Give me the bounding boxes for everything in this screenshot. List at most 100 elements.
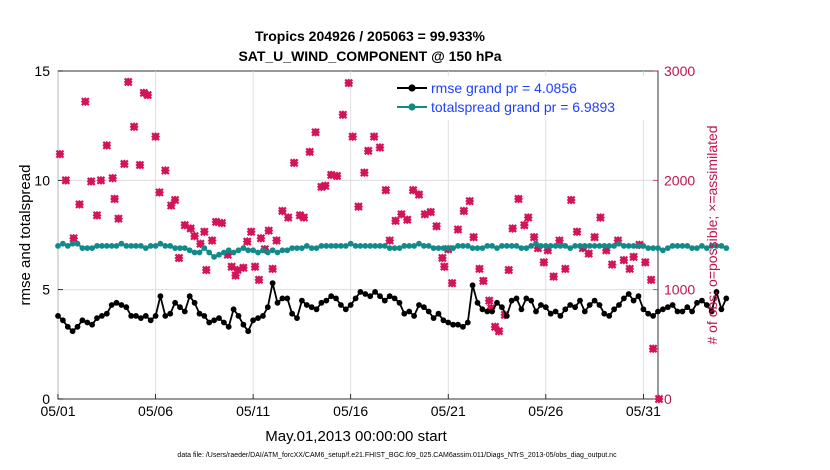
rmse-point: [396, 299, 403, 306]
rmse-point: [279, 295, 286, 302]
totalspread-point: [552, 243, 559, 249]
obs-point: [299, 213, 309, 223]
obs-point: [363, 146, 373, 156]
totalspread-point: [557, 243, 564, 249]
rmse-point: [245, 328, 252, 335]
rmse-point: [128, 313, 135, 319]
totalspread-point: [684, 243, 691, 249]
rmse-point: [294, 315, 300, 321]
rmse-point: [177, 304, 183, 311]
rmse-point: [172, 299, 179, 306]
x-tick-label: 05/11: [236, 403, 270, 419]
totalspread-point: [103, 243, 110, 249]
rmse-point: [152, 313, 159, 319]
obs-point: [289, 158, 299, 168]
rmse-point: [703, 302, 710, 308]
totalspread-point: [713, 243, 720, 249]
totalspread-point: [425, 243, 432, 249]
rmse-point: [430, 315, 437, 321]
obs-point: [474, 264, 484, 274]
obs-point: [320, 181, 330, 191]
obs-point: [186, 223, 196, 233]
obs-point: [459, 206, 469, 216]
obs-point: [447, 278, 457, 288]
obs-point: [277, 206, 287, 216]
y-tick-label: 0: [42, 391, 50, 407]
y2-tick-label: 3000: [664, 63, 695, 79]
obs-point: [508, 223, 518, 233]
rmse-point: [264, 304, 271, 311]
rmse-point: [640, 306, 647, 313]
obs-point: [469, 232, 479, 242]
rmse-point: [440, 317, 447, 324]
obs-point: [391, 216, 401, 226]
totalspread-point: [133, 243, 139, 249]
obs-point: [166, 200, 176, 210]
obs-point: [437, 253, 447, 263]
obs-point: [250, 262, 260, 272]
rmse-point: [625, 291, 632, 297]
rmse-point: [645, 310, 652, 317]
totalspread-point: [533, 240, 539, 247]
rmse-point: [499, 304, 505, 311]
obs-point: [102, 140, 112, 150]
rmse-point: [679, 308, 686, 315]
totalspread-point: [703, 245, 710, 252]
rmse-point: [513, 295, 520, 302]
rmse-point: [616, 302, 622, 308]
x-tick-label: 05/01: [40, 403, 75, 419]
rmse-point: [74, 323, 81, 330]
rmse-point: [523, 295, 530, 302]
totalspread-point: [74, 240, 81, 247]
totalspread-point: [142, 245, 149, 252]
totalspread-point: [460, 243, 466, 249]
footer-data-file: data file: /Users/raeder/DAI/ATM_forcXX/…: [177, 452, 617, 459]
totalspread-point: [572, 243, 578, 249]
obs-point: [504, 265, 514, 275]
totalspread-point: [157, 240, 164, 247]
rmse-point: [216, 315, 222, 321]
grid: [57, 71, 658, 399]
rmse-point: [464, 319, 471, 326]
y-tick-label: 10: [34, 172, 50, 188]
totalspread-point: [542, 243, 549, 249]
obs-point: [55, 149, 65, 159]
rmse-point: [269, 280, 276, 286]
totalspread-point: [718, 243, 725, 249]
rmse-point: [342, 306, 349, 313]
obs-point: [129, 122, 139, 132]
obs-point: [539, 257, 549, 267]
obs-point: [160, 165, 170, 175]
obs-point: [283, 213, 293, 223]
rmse-point: [689, 308, 695, 315]
y-tick-label: 15: [34, 63, 50, 79]
rmse-point: [664, 304, 671, 311]
rmse-point: [630, 297, 637, 304]
y2-tick-label: 0: [664, 391, 672, 407]
totalspread-point: [230, 249, 237, 256]
obs-point: [465, 196, 475, 206]
totalspread-point: [128, 243, 135, 249]
rmse-point: [79, 317, 86, 324]
rmse-point: [186, 293, 193, 300]
rmse-point: [581, 308, 588, 315]
obs-point: [549, 272, 559, 282]
rmse-point: [469, 282, 476, 289]
totalspread-point: [289, 245, 295, 252]
obs-point: [432, 221, 442, 231]
rmse-point: [591, 297, 598, 304]
totalspread-point: [411, 243, 417, 249]
obs-point: [625, 264, 635, 274]
totalspread-point: [494, 245, 500, 252]
totalspread-point: [611, 243, 617, 249]
totalspread-point: [191, 249, 198, 256]
totalspread-point: [162, 243, 169, 249]
totalspread-point: [455, 243, 461, 249]
totalspread-point: [674, 243, 681, 249]
obs-point: [242, 237, 252, 247]
totalspread-point: [362, 243, 369, 249]
totalspread-point: [113, 243, 120, 249]
rmse-point: [381, 297, 388, 304]
totalspread-point: [206, 249, 213, 256]
totalspread-point: [708, 243, 715, 249]
